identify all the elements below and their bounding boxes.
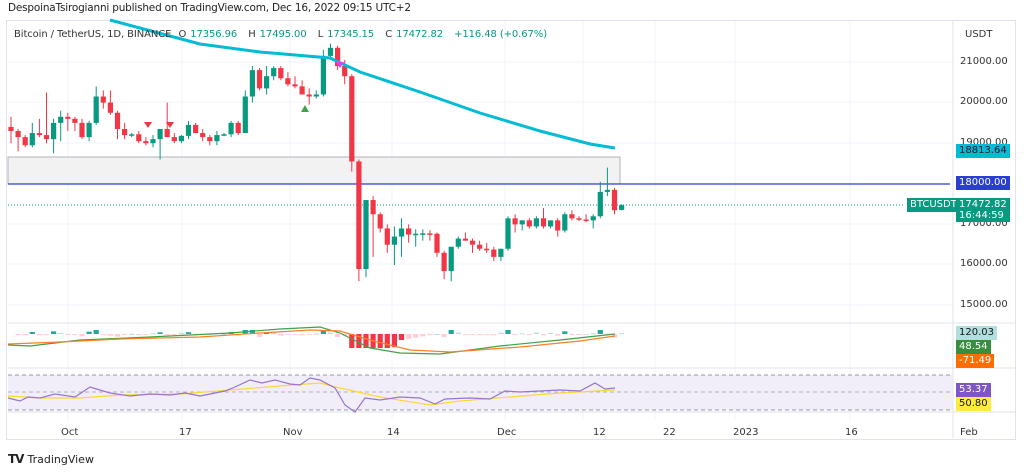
ohlc-low: L 17345.15 <box>317 29 375 40</box>
buy-signal-icon <box>301 105 309 112</box>
rsi-ma-line <box>7 382 616 406</box>
ma-value-tag: 18813.64 <box>956 144 1010 158</box>
last-price: 17472.82 <box>959 199 1007 210</box>
sell-signal-icon <box>166 122 174 128</box>
ohlc-close: C 17472.82 <box>385 29 443 40</box>
level-value-tag: 18000.00 <box>956 176 1010 190</box>
price-tick: 17000.00 <box>960 218 1008 229</box>
chart-frame <box>6 20 1016 440</box>
candlestick-series <box>8 43 625 282</box>
bar-countdown: 16:44:59 <box>959 210 1004 221</box>
time-tick: 12 <box>593 427 606 438</box>
time-tick: Feb <box>960 427 978 438</box>
tradingview-brand[interactable]: TV TradingView <box>8 452 94 466</box>
brand-name: TradingView <box>27 452 94 466</box>
moving-average-line <box>109 18 616 150</box>
sell-signal-icon <box>336 62 344 68</box>
grid-lines <box>8 21 953 420</box>
macd-histogram <box>15 330 625 348</box>
symbol-legend[interactable]: Bitcoin / TetherUS, 1D, BINANCE O 17356.9… <box>14 29 551 40</box>
tradingview-logo-icon: TV <box>8 452 25 466</box>
resistance-zone[interactable] <box>7 156 621 185</box>
ohlc-high: H 17495.00 <box>248 29 307 40</box>
time-tick: Oct <box>61 427 79 438</box>
price-tick: 21000.00 <box>960 56 1008 67</box>
price-tick: 15000.00 <box>960 299 1008 310</box>
time-tick: 16 <box>845 427 858 438</box>
currency-label: USDT <box>965 29 993 40</box>
price-change: +116.48 (+0.67%) <box>454 29 547 40</box>
time-tick: Nov <box>283 427 303 438</box>
time-tick: Dec <box>497 427 517 438</box>
sell-signal-icon <box>144 122 152 128</box>
price-tick: 20000.00 <box>960 96 1008 107</box>
macd-signal-line <box>7 329 616 353</box>
rsi-ma-tag: 50.80 <box>956 397 991 411</box>
price-tick: 16000.00 <box>960 258 1008 269</box>
last-price-tag: 17472.82 16:44:59 <box>956 198 1010 222</box>
time-tick: 22 <box>663 427 676 438</box>
symbol-tag: BTCUSDT <box>907 198 960 212</box>
time-tick: 17 <box>179 427 192 438</box>
time-tick: 2023 <box>733 427 759 438</box>
ohlc-open: O 17356.96 <box>178 29 238 40</box>
rsi-line <box>7 377 616 413</box>
price-tick: 19000.00 <box>960 137 1008 148</box>
time-tick: 14 <box>387 427 400 438</box>
macd-histogram-tag: 120.03 <box>956 326 997 340</box>
macd-tag: 48.54 <box>956 340 991 354</box>
rsi-tag: 53.37 <box>956 383 991 397</box>
symbol-name: Bitcoin / TetherUS, 1D, BINANCE <box>14 29 172 40</box>
macd-signal-tag: -71.49 <box>956 354 995 368</box>
publish-line: DespoinaTsirogianni published on Trading… <box>8 2 411 14</box>
macd-line <box>7 326 616 355</box>
